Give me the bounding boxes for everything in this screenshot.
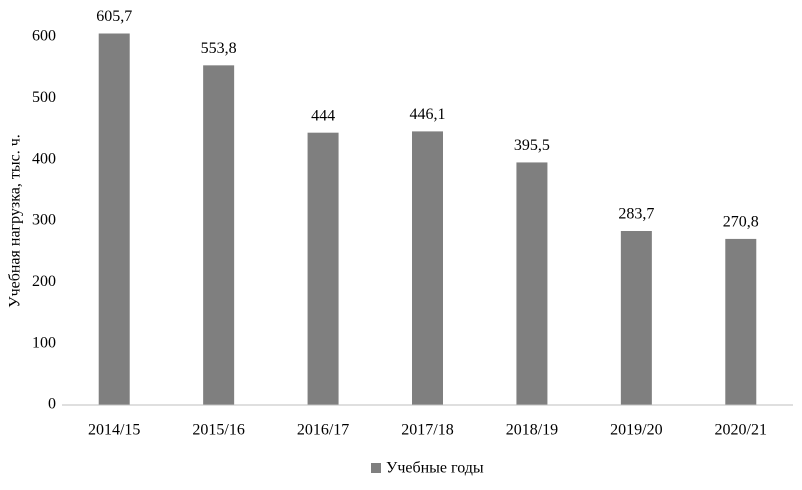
x-tick-label: 2015/16 (192, 422, 244, 439)
bar (412, 131, 443, 405)
y-tick-label: 0 (48, 396, 56, 413)
legend-swatch (371, 463, 381, 473)
x-tick-label: 2017/18 (401, 422, 453, 439)
value-label: 446,1 (410, 106, 446, 123)
x-tick-label: 2019/20 (610, 422, 662, 439)
x-tick-label: 2020/21 (715, 422, 767, 439)
y-tick-label: 100 (32, 334, 56, 351)
value-label: 605,7 (96, 8, 132, 25)
y-tick-label: 300 (32, 212, 56, 229)
y-tick-label: 600 (32, 28, 56, 45)
legend-label: Учебные годы (386, 460, 484, 477)
value-label: 283,7 (618, 206, 654, 223)
value-label: 444 (311, 107, 335, 124)
value-label: 395,5 (514, 137, 550, 154)
y-tick-label: 500 (32, 89, 56, 106)
x-tick-label: 2014/15 (88, 422, 140, 439)
bar (203, 65, 235, 405)
bar (516, 162, 548, 405)
y-axis-label: Учебная нагрузка, тыс. ч. (7, 134, 24, 308)
bar (98, 33, 130, 406)
value-label: 553,8 (201, 40, 237, 57)
bar (307, 132, 339, 405)
x-tick-label: 2018/19 (506, 422, 558, 439)
value-label: 270,8 (723, 214, 759, 231)
x-tick-label: 2016/17 (297, 422, 349, 439)
bar (725, 238, 757, 405)
bar (620, 230, 652, 405)
y-tick-label: 400 (32, 150, 56, 167)
y-tick-label: 200 (32, 273, 56, 290)
